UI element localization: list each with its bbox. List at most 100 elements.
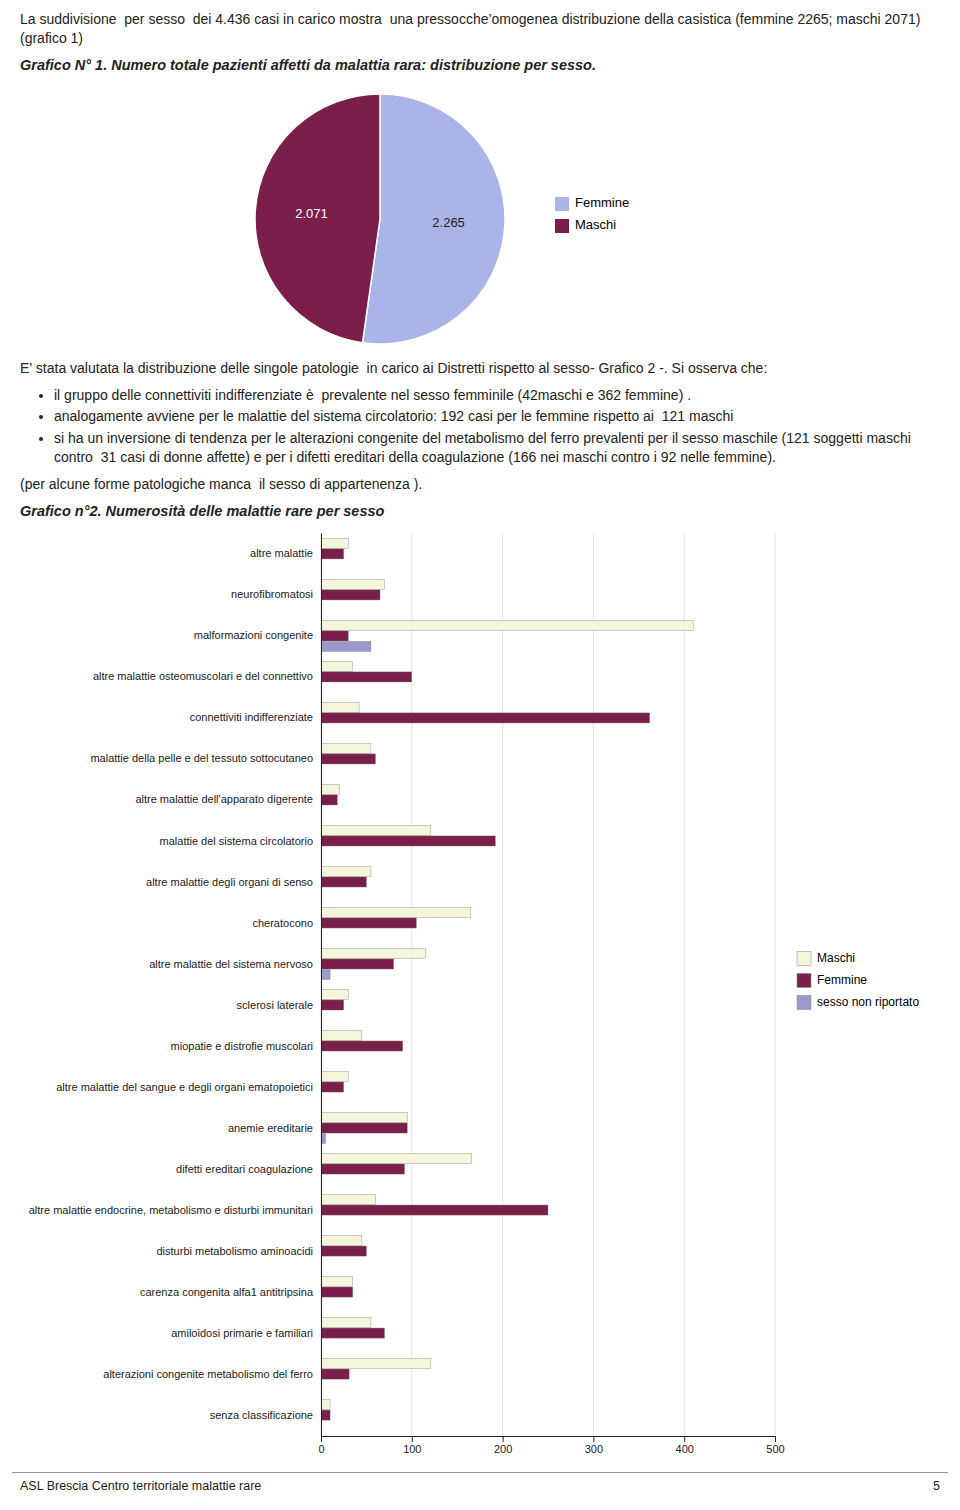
tick-label: altre malattie endocrine, metabolismo e … <box>29 1203 313 1215</box>
tick-mark <box>412 1436 413 1442</box>
legend-swatch <box>797 995 811 1009</box>
legend-swatch <box>797 951 811 965</box>
chart-container: 0100200300400500altre malattieneurofibro… <box>20 525 940 1464</box>
tick-label: alterazioni congenite metabolismo del fe… <box>103 1367 313 1379</box>
tick-label: cheratocono <box>252 916 313 928</box>
legend-swatch <box>555 219 569 233</box>
bar <box>321 917 416 927</box>
bar <box>321 1194 375 1204</box>
chart-container: 2.2652.071FemmineMaschi <box>20 79 940 359</box>
bar <box>321 548 344 558</box>
bar <box>321 1153 472 1163</box>
tick-label: 400 <box>676 1442 694 1454</box>
tick-label: 200 <box>494 1442 512 1454</box>
legend-label: Femmine <box>575 195 629 210</box>
bar <box>321 641 371 651</box>
tick-label: sclerosi laterale <box>237 998 313 1010</box>
y-axis: altre malattieneurofibromatosimalformazi… <box>29 533 322 1436</box>
tick-label: carenza congenita alfa1 antitripsina <box>140 1285 314 1297</box>
bar <box>321 1040 403 1050</box>
bar <box>321 1328 385 1338</box>
axis-domain <box>322 1436 776 1442</box>
tick: 400 <box>676 1436 694 1455</box>
paragraph: (per alcune forme patologiche manca il s… <box>20 475 940 494</box>
legend-label: Maschi <box>575 217 616 232</box>
tick-label: connettiviti indifferenziate <box>190 711 313 723</box>
bullet-text: analogamente avviene per le malattie del… <box>54 407 940 426</box>
bar <box>321 866 371 876</box>
legend-item: sesso non riportato <box>797 994 919 1009</box>
tick: altre malattie dell'apparato digerente <box>135 793 313 805</box>
tick-label: senza classificazione <box>210 1408 313 1420</box>
bar <box>321 948 425 958</box>
bar <box>321 589 380 599</box>
paragraph: E’ stata valutata la distribuzione delle… <box>20 359 940 378</box>
grid-line <box>502 533 503 1436</box>
tick-label: malformazioni congenite <box>194 629 313 641</box>
tick-mark <box>503 1436 504 1442</box>
bar <box>321 1399 330 1409</box>
bar <box>321 1163 405 1173</box>
footer: ASL Brescia Centro territoriale malattie… <box>12 1472 948 1493</box>
bar-series <box>321 548 650 1419</box>
bullet-list: il gruppo delle connettiviti indifferenz… <box>20 386 940 467</box>
grid <box>321 533 775 1436</box>
tick: carenza congenita alfa1 antitripsina <box>140 1285 314 1297</box>
bar <box>321 989 348 999</box>
tick: connettiviti indifferenziate <box>190 711 313 723</box>
footer-text: ASL Brescia Centro territoriale malattie… <box>20 1479 261 1493</box>
tick: 500 <box>766 1436 784 1455</box>
bar <box>321 1317 371 1327</box>
tick-label: altre malattie del sangue e degli organi… <box>56 1080 313 1092</box>
pie-slice <box>362 94 505 344</box>
axis-domain <box>321 533 322 1436</box>
legend: Femmine Maschi <box>555 195 629 233</box>
tick-label: miopatie e distrofie muscolari <box>171 1039 313 1051</box>
tick: sclerosi laterale <box>237 998 313 1010</box>
tick: malattie del sistema circolatorio <box>160 834 313 846</box>
bars <box>321 538 693 1420</box>
bar <box>321 969 330 979</box>
bar <box>321 876 366 886</box>
bar <box>321 1071 348 1081</box>
tick-label: 500 <box>766 1442 784 1454</box>
data-label: 2.265 <box>432 215 465 230</box>
bar <box>321 1122 407 1132</box>
tick: malattie della pelle e del tessuto sotto… <box>90 752 313 764</box>
tick-mark <box>593 1436 594 1442</box>
tick-label: altre malattie <box>250 547 313 559</box>
tick: senza classificazione <box>210 1408 313 1420</box>
grid-line <box>411 533 412 1436</box>
x-axis: 0100200300400500 <box>318 1436 784 1455</box>
legend-swatch <box>797 973 811 987</box>
bar <box>321 794 337 804</box>
bar <box>321 825 431 835</box>
bar <box>321 1112 407 1122</box>
bar <box>321 630 348 640</box>
legend-label: Femmine <box>817 972 867 986</box>
legend: Maschi Femmine sesso non riportato <box>797 950 919 1009</box>
tick: 300 <box>585 1436 603 1455</box>
tick: disturbi metabolismo aminoacidi <box>156 1244 313 1256</box>
bar <box>321 958 394 968</box>
tick: altre malattie del sistema nervoso <box>149 957 313 969</box>
tick: altre malattie endocrine, metabolismo e … <box>29 1203 313 1215</box>
tick-label: difetti ereditari coagulazione <box>176 1162 313 1174</box>
tick-label: amiloidosi primarie e familiari <box>171 1326 313 1338</box>
bar <box>321 753 375 763</box>
tick-label: altre malattie del sistema nervoso <box>149 957 313 969</box>
bar <box>321 1204 548 1214</box>
bar <box>321 671 412 681</box>
tick-mark <box>321 1436 322 1442</box>
bar <box>321 1235 362 1245</box>
bar-svg: 0100200300400500altre malattieneurofibro… <box>20 525 940 1464</box>
legend-item: Femmine <box>797 972 867 987</box>
tick: altre malattie <box>250 547 313 559</box>
tick-label: disturbi metabolismo aminoacidi <box>156 1244 313 1256</box>
tick-mark <box>775 1436 776 1442</box>
legend-item: Maschi <box>797 950 855 965</box>
tick-label: 100 <box>403 1442 421 1454</box>
plot: 0100200300400500altre malattieneurofibro… <box>29 533 920 1455</box>
bar <box>321 1287 353 1297</box>
tick-label: altre malattie dell'apparato digerente <box>135 793 313 805</box>
